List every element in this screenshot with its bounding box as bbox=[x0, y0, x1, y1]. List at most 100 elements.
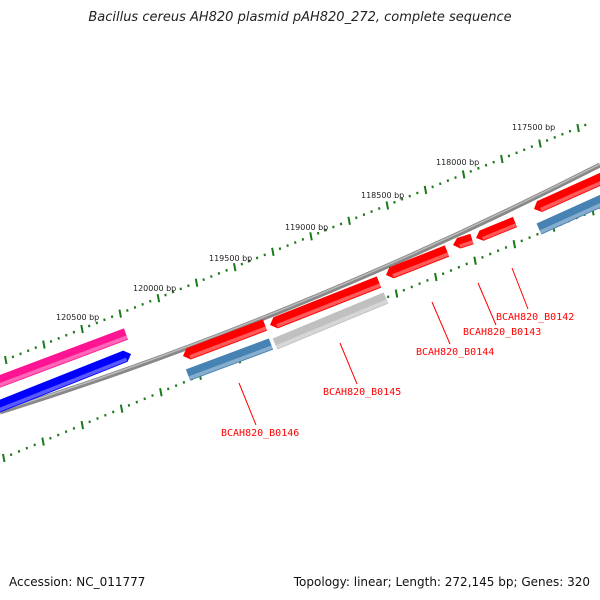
gene-b0145-gray[interactable] bbox=[272, 292, 389, 350]
scale-tick bbox=[42, 340, 46, 349]
scale-tick bbox=[316, 231, 320, 235]
scale-tick bbox=[159, 388, 163, 397]
scale-tick bbox=[339, 222, 343, 226]
leader-line bbox=[238, 382, 257, 426]
scale-label: 118000 bp bbox=[436, 158, 479, 167]
scale-tick bbox=[80, 324, 84, 334]
scale-tick bbox=[584, 123, 587, 127]
scale-tick bbox=[522, 148, 526, 152]
leader-line bbox=[511, 267, 529, 310]
scale-tick bbox=[34, 346, 38, 350]
scale-label: 120500 bp bbox=[56, 313, 99, 322]
scale-tick bbox=[408, 194, 411, 198]
backbone bbox=[0, 162, 600, 415]
gene-b0145-red[interactable] bbox=[270, 276, 382, 329]
scale-tick bbox=[362, 213, 366, 217]
scale-tick bbox=[4, 355, 8, 365]
scale-tick bbox=[11, 355, 15, 359]
gene-label-b0145[interactable]: BCAH820_B0145 bbox=[323, 387, 401, 398]
scale-label: 118500 bp bbox=[361, 191, 404, 200]
gene-b0146-blue[interactable] bbox=[185, 338, 274, 381]
gene-label-b0143[interactable]: BCAH820_B0143 bbox=[463, 327, 541, 338]
scale-tick bbox=[174, 384, 178, 388]
gene-label-b0144[interactable]: BCAH820_B0144 bbox=[416, 347, 494, 358]
scale-label: 117500 bp bbox=[512, 123, 555, 132]
scale-tick bbox=[65, 333, 68, 337]
scale-tick bbox=[9, 453, 13, 457]
scale-tick bbox=[95, 321, 99, 325]
scale-tick bbox=[103, 318, 106, 322]
gene-b0146-red[interactable] bbox=[183, 319, 268, 360]
scale-tick bbox=[504, 246, 508, 249]
scale-tick bbox=[457, 265, 461, 269]
gene-pink[interactable] bbox=[0, 328, 129, 390]
scale-tick bbox=[530, 145, 534, 149]
scale-tick bbox=[286, 244, 289, 247]
leader-line bbox=[431, 301, 451, 345]
map-title: Bacillus cereus AH820 plasmid pAH820_272… bbox=[88, 10, 512, 25]
scale-tick bbox=[64, 430, 68, 434]
scale-tick bbox=[347, 216, 351, 226]
gene-b0143[interactable] bbox=[453, 233, 474, 249]
accession-text: Accession: NC_011777 bbox=[9, 575, 146, 589]
scale-tick bbox=[217, 272, 221, 275]
scale-tick bbox=[500, 154, 504, 164]
scale-tick bbox=[553, 135, 556, 139]
scale-tick bbox=[80, 420, 85, 430]
scale-tick bbox=[88, 420, 91, 424]
scale-tick bbox=[528, 236, 531, 240]
scale-tick bbox=[469, 169, 473, 173]
scale-tick bbox=[400, 197, 404, 201]
scale-tick bbox=[255, 256, 259, 260]
scale-label: 120000 bp bbox=[133, 284, 176, 293]
scale-tick bbox=[151, 394, 154, 397]
gene-blue[interactable] bbox=[0, 350, 131, 416]
gene-b0142[interactable] bbox=[476, 216, 518, 241]
scale-tick bbox=[465, 262, 468, 266]
scale-tick bbox=[240, 262, 244, 266]
scale-tick bbox=[394, 289, 399, 298]
scale-tick bbox=[119, 404, 124, 413]
scale-tick bbox=[418, 282, 421, 286]
scale-tick bbox=[507, 154, 511, 158]
scale-tick bbox=[149, 299, 152, 303]
scale-tick bbox=[477, 166, 480, 170]
scale-tick bbox=[301, 238, 305, 241]
scale-tick bbox=[263, 253, 266, 257]
scale-tick bbox=[309, 232, 313, 241]
scale-tick bbox=[33, 443, 36, 447]
scale-tick bbox=[202, 278, 205, 282]
gene-label-b0142[interactable]: BCAH820_B0142 bbox=[496, 312, 574, 323]
scale-tick bbox=[410, 285, 413, 289]
scale-tick bbox=[512, 239, 517, 249]
scale-tick bbox=[568, 129, 572, 133]
scale-tick bbox=[515, 151, 518, 155]
scale-tick bbox=[179, 287, 183, 291]
scale-tick bbox=[496, 249, 500, 253]
scale-tick bbox=[416, 191, 419, 195]
scale-tick bbox=[164, 293, 167, 297]
scale-tick bbox=[2, 453, 6, 463]
gene-label-b0146[interactable]: BCAH820_B0146 bbox=[221, 428, 299, 439]
scale-tick bbox=[135, 400, 139, 404]
scale-tick bbox=[545, 139, 549, 142]
scale-tick bbox=[294, 241, 297, 244]
scale-tick bbox=[576, 123, 580, 133]
scale-tick bbox=[385, 201, 390, 210]
scale-tick bbox=[473, 256, 477, 265]
scale-tick bbox=[171, 290, 175, 294]
scale-tick bbox=[127, 403, 131, 407]
gene-b0144[interactable] bbox=[386, 245, 450, 279]
scale-tick bbox=[370, 210, 373, 213]
scale-tick bbox=[26, 349, 30, 353]
scale-tick bbox=[332, 225, 335, 229]
scale-tick bbox=[377, 207, 381, 210]
scale-tick bbox=[461, 170, 466, 179]
scale-tick bbox=[156, 293, 161, 303]
scale-tick bbox=[49, 436, 52, 440]
scale-tick bbox=[187, 284, 190, 288]
scale-tick bbox=[57, 433, 60, 437]
scale-tick bbox=[225, 268, 228, 272]
scale-label: 119000 bp bbox=[285, 223, 328, 232]
